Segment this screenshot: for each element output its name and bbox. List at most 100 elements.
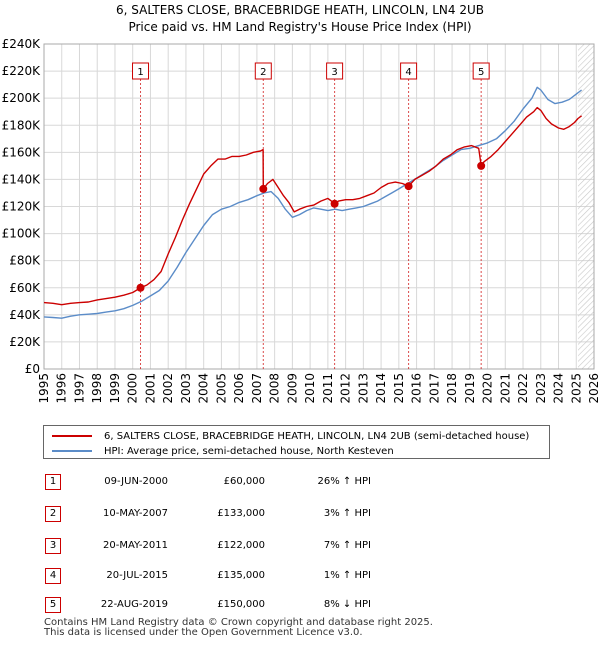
sale-price: £122,000 xyxy=(217,540,265,551)
price-chart: 6, SALTERS CLOSE, BRACEBRIDGE HEATH, LIN… xyxy=(2,3,600,404)
sale-number-badge: 4 xyxy=(45,568,61,584)
sale-date: 20-MAY-2011 xyxy=(102,540,168,551)
x-tick-label: 1998 xyxy=(90,373,104,404)
sale-number-badge: 3 xyxy=(45,538,61,554)
x-tick-label: 2026 xyxy=(587,373,600,404)
x-tick-label: 2010 xyxy=(303,373,317,404)
y-tick-label: £180K xyxy=(2,118,42,132)
sale-hpi-change: 26% ↑ HPI xyxy=(317,476,371,487)
sale-marker-label: 1 xyxy=(137,67,143,78)
legend-item-hpi: HPI: Average price, semi-detached house,… xyxy=(52,444,394,458)
sale-marker-label: 3 xyxy=(331,67,337,78)
y-tick-label: £40K xyxy=(9,308,41,322)
x-tick-label: 2023 xyxy=(534,373,548,404)
x-tick-label: 2011 xyxy=(321,373,335,404)
y-tick-label: £140K xyxy=(2,172,42,186)
sale-price: £60,000 xyxy=(223,476,265,487)
sale-row: 1 09-JUN-2000 £60,000 26% ↑ HPI xyxy=(0,474,600,492)
legend-swatch-hpi xyxy=(52,450,92,452)
y-tick-label: £60K xyxy=(9,281,41,295)
chart-title: 6, SALTERS CLOSE, BRACEBRIDGE HEATH, LIN… xyxy=(116,3,484,17)
sale-date: 09-JUN-2000 xyxy=(104,476,168,487)
sale-hpi-change: 3% ↑ HPI xyxy=(323,508,371,519)
x-tick-label: 2001 xyxy=(143,373,157,404)
x-tick-label: 1995 xyxy=(37,373,51,404)
sale-marker-label: 2 xyxy=(260,67,266,78)
x-tick-label: 2005 xyxy=(214,373,228,404)
x-tick-label: 2016 xyxy=(410,373,424,404)
x-tick-label: 2021 xyxy=(498,373,512,404)
x-tick-label: 2000 xyxy=(126,373,140,404)
sale-marker-box xyxy=(472,62,490,80)
sale-date: 22-AUG-2019 xyxy=(100,599,168,610)
sale-point xyxy=(477,161,486,170)
x-tick-label: 2003 xyxy=(179,373,193,404)
sale-point xyxy=(404,182,413,191)
sale-date: 10-MAY-2007 xyxy=(102,508,168,519)
x-tick-label: 2012 xyxy=(339,373,353,404)
x-tick-label: 2025 xyxy=(569,373,583,404)
sale-number-badge: 1 xyxy=(45,474,61,490)
sale-hpi-change: 1% ↑ HPI xyxy=(323,570,371,581)
sale-marker-box xyxy=(326,62,344,80)
sale-marker-label: 4 xyxy=(405,67,411,78)
y-tick-label: £80K xyxy=(9,254,41,268)
x-tick-label: 2006 xyxy=(232,373,246,404)
x-tick-label: 2007 xyxy=(250,373,264,404)
sale-point xyxy=(330,199,339,208)
x-tick-label: 1996 xyxy=(55,373,69,404)
x-tick-label: 2014 xyxy=(374,373,388,404)
sale-point xyxy=(136,283,145,292)
sale-row: 5 22-AUG-2019 £150,000 8% ↓ HPI xyxy=(0,597,600,615)
sale-price: £133,000 xyxy=(217,508,265,519)
sale-marker-box xyxy=(400,62,418,80)
y-tick-label: £20K xyxy=(9,335,41,349)
x-tick-label: 1999 xyxy=(108,373,122,404)
legend-item-property: 6, SALTERS CLOSE, BRACEBRIDGE HEATH, LIN… xyxy=(52,429,529,443)
y-tick-label: £240K xyxy=(2,37,42,51)
chart-subtitle: Price paid vs. HM Land Registry's House … xyxy=(128,20,471,34)
y-tick-label: £120K xyxy=(2,200,42,214)
footer-attribution: Contains HM Land Registry data © Crown c… xyxy=(44,618,433,638)
x-tick-label: 2020 xyxy=(481,373,495,404)
property-series-line xyxy=(44,106,583,306)
sale-marker-label: 5 xyxy=(478,67,484,78)
sale-marker-box xyxy=(254,62,272,80)
sale-marker-box xyxy=(132,62,150,80)
sale-row: 3 20-MAY-2011 £122,000 7% ↑ HPI xyxy=(0,538,600,556)
plot-frame xyxy=(43,43,595,370)
sale-number-badge: 2 xyxy=(45,506,61,522)
legend-label-hpi: HPI: Average price, semi-detached house,… xyxy=(104,445,394,457)
x-tick-label: 1997 xyxy=(72,373,86,404)
x-tick-label: 2013 xyxy=(356,373,370,404)
sale-row: 2 10-MAY-2007 £133,000 3% ↑ HPI xyxy=(0,506,600,524)
sale-hpi-change: 8% ↓ HPI xyxy=(323,599,371,610)
future-period-hatch xyxy=(578,44,594,369)
x-tick-label: 2022 xyxy=(516,373,530,404)
y-tick-label: £200K xyxy=(2,91,42,105)
x-tick-label: 2019 xyxy=(463,373,477,404)
sale-number-badge: 5 xyxy=(45,597,61,613)
series-group xyxy=(44,86,583,319)
x-tick-label: 2024 xyxy=(552,373,566,404)
x-tick-label: 2009 xyxy=(285,373,299,404)
sale-row: 4 20-JUL-2015 £135,000 1% ↑ HPI xyxy=(0,568,600,586)
footer-line-copyright: Contains HM Land Registry data © Crown c… xyxy=(44,617,433,628)
x-tick-label: 2018 xyxy=(445,373,459,404)
sale-hpi-change: 7% ↑ HPI xyxy=(323,540,371,551)
footer-line-licence: This data is licensed under the Open Gov… xyxy=(44,627,363,638)
sale-price: £150,000 xyxy=(217,599,265,610)
y-tick-label: £160K xyxy=(2,145,42,159)
legend-label-property: 6, SALTERS CLOSE, BRACEBRIDGE HEATH, LIN… xyxy=(104,430,530,442)
chart-legend: 6, SALTERS CLOSE, BRACEBRIDGE HEATH, LIN… xyxy=(43,425,550,459)
sale-point xyxy=(259,184,268,193)
legend-swatch-property xyxy=(52,435,92,437)
sale-price: £135,000 xyxy=(217,570,265,581)
x-tick-label: 2004 xyxy=(197,373,211,404)
y-tick-label: £220K xyxy=(2,64,42,78)
x-tick-label: 2002 xyxy=(161,373,175,404)
sale-date: 20-JUL-2015 xyxy=(106,570,168,581)
x-tick-label: 2008 xyxy=(268,373,282,404)
y-tick-label: £0 xyxy=(25,362,40,376)
x-tick-label: 2015 xyxy=(392,373,406,404)
